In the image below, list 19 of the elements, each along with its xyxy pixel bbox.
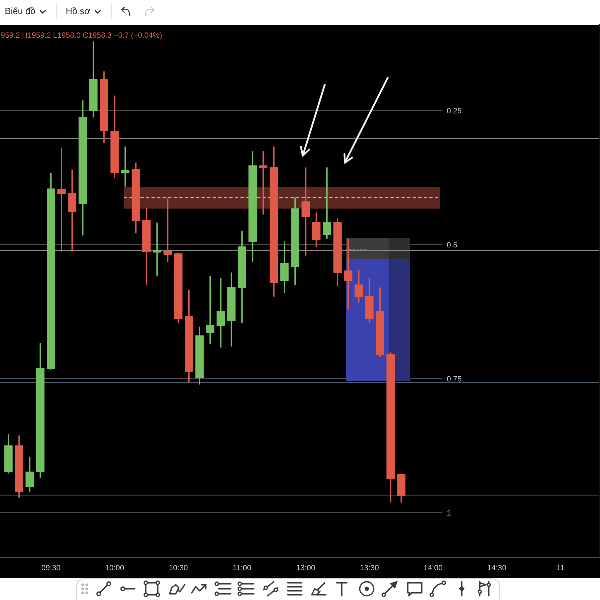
candlestick (259, 150, 268, 216)
candlestick (323, 166, 332, 240)
candlestick (26, 456, 34, 493)
candlestick (397, 474, 406, 504)
text: Biểu đồ (6, 7, 36, 14)
candlestick (354, 269, 364, 304)
candlestick (365, 277, 374, 324)
candlestick (153, 222, 162, 277)
text: Hồ sơ (66, 7, 90, 14)
candlestick (312, 212, 321, 248)
candlestick (58, 147, 66, 253)
candlestick (344, 238, 353, 310)
candlestick (68, 169, 77, 253)
candlestick (302, 166, 310, 258)
candlestick (216, 277, 226, 348)
candlestick (280, 240, 289, 294)
candlestick (121, 146, 130, 188)
candlestick (164, 198, 172, 263)
candlestick (206, 275, 215, 345)
